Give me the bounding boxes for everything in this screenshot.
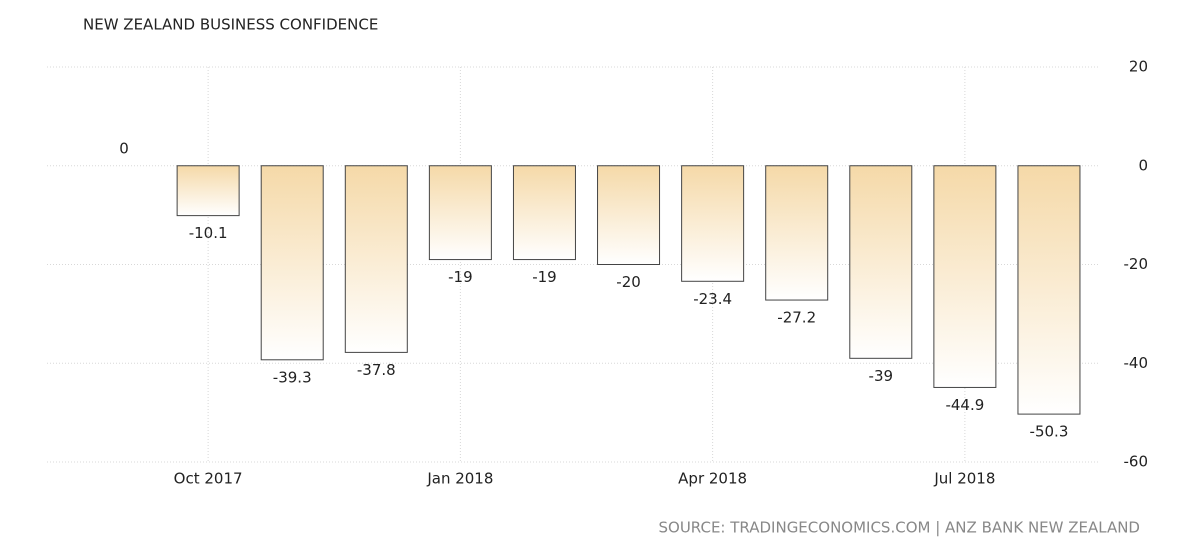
bar <box>512 165 576 261</box>
y-tick-label: -60 <box>1124 453 1149 471</box>
y-tick-label: 20 <box>1129 58 1148 76</box>
value-label: -19 <box>448 268 473 286</box>
bar <box>1017 165 1081 415</box>
value-label: -44.9 <box>945 396 984 414</box>
x-tick-label: Apr 2018 <box>678 470 747 488</box>
bar <box>933 165 997 388</box>
x-tick-label: Oct 2017 <box>174 470 243 488</box>
chart-title: NEW ZEALAND BUSINESS CONFIDENCE <box>83 16 378 34</box>
y-tick-label: -40 <box>1124 354 1149 372</box>
value-label: -39.3 <box>273 368 312 386</box>
y-tick-label: 0 <box>1138 156 1148 174</box>
bar <box>681 165 745 282</box>
bar <box>260 165 324 361</box>
value-label: -10.1 <box>189 224 228 242</box>
value-label: -39 <box>869 367 894 385</box>
value-label: -20 <box>616 273 641 291</box>
value-label: -23.4 <box>693 290 732 308</box>
bar <box>344 165 408 353</box>
value-label: 0 <box>119 139 129 157</box>
x-tick-label: Jul 2018 <box>933 470 995 488</box>
bar <box>428 165 492 261</box>
bar <box>849 165 913 359</box>
value-label: -27.2 <box>777 309 816 327</box>
y-tick-label: -20 <box>1124 255 1149 273</box>
bar <box>176 165 240 217</box>
x-tick-label: Jan 2018 <box>426 470 493 488</box>
value-label: -37.8 <box>357 361 396 379</box>
value-label: -50.3 <box>1030 423 1069 441</box>
bar <box>765 165 829 301</box>
value-label: -19 <box>532 268 557 286</box>
bar <box>597 165 661 265</box>
source: SOURCE: TRADINGECONOMICS.COM | ANZ BANK … <box>659 519 1141 537</box>
